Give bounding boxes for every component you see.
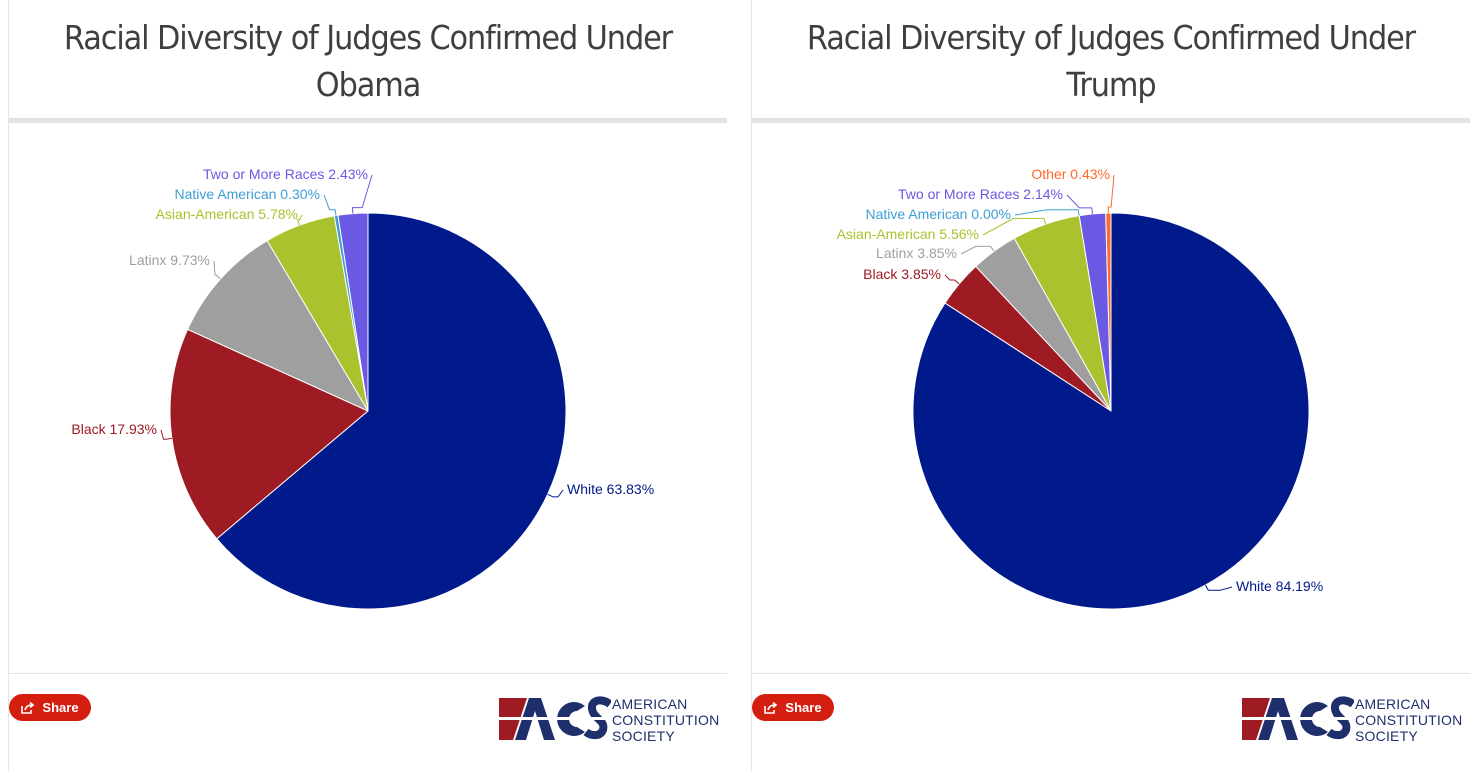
pie-chart-trump: Other 0.43% Two or More Races 2.14% Native… [837, 166, 1324, 610]
leader-line-two-or-more-races [1066, 194, 1093, 214]
share-button[interactable]: Share [9, 694, 91, 721]
pie-labels: Other 0.43% Two or More Races 2.14% Native… [837, 166, 1324, 594]
data-label-native-american: Native American 0.30% [174, 186, 320, 202]
chart-title: Racial Diversity of Judges Confirmed Und… [806, 18, 1416, 104]
pie-chart-obama: Two or More Races 2.43% Native American 0… [71, 166, 654, 610]
leader-line-white [1204, 584, 1233, 591]
acs-logo-mark [1242, 696, 1356, 740]
leader-line-white [547, 489, 564, 498]
title-divider [752, 118, 1470, 123]
logo-line-3: SOCIETY [1355, 728, 1418, 744]
logo-wordmark: AMERICAN CONSTITUTION SOCIETY [1355, 696, 1462, 744]
data-label-white: White 84.19% [1236, 578, 1323, 594]
data-label-black: Black 3.85% [863, 266, 941, 282]
title-divider [9, 118, 727, 123]
data-label-white: White 63.83% [567, 481, 654, 497]
logo-line-3: SOCIETY [612, 728, 675, 744]
chart-panel-trump: Racial Diversity of Judges Confirmed Und… [751, 0, 1470, 772]
leader-line-asian-american [982, 217, 1047, 236]
data-label-two-or-more-races: Two or More Races 2.43% [203, 166, 368, 182]
data-label-native-american: Native American 0.00% [865, 206, 1011, 222]
leader-line-two-or-more-races [351, 174, 373, 214]
footer-divider [752, 673, 1470, 674]
data-label-asian-american: Asian-American 5.78% [156, 206, 298, 222]
acs-logo[interactable]: AMERICAN CONSTITUTION SOCIETY [1242, 694, 1472, 746]
pie-slices [912, 212, 1310, 610]
data-label-two-or-more-races: Two or More Races 2.14% [898, 186, 1063, 202]
pie-slices [169, 212, 567, 610]
data-label-asian-american: Asian-American 5.56% [837, 226, 979, 242]
logo-line-2: CONSTITUTION [1355, 712, 1463, 728]
logo-wordmark: AMERICAN CONSTITUTION SOCIETY [612, 696, 719, 744]
leader-line-native-american [1014, 209, 1080, 216]
chart-panel-obama: Racial Diversity of Judges Confirmed Und… [8, 0, 727, 772]
data-label-other: Other 0.43% [1031, 166, 1110, 182]
share-button[interactable]: Share [752, 694, 834, 721]
leader-line-black [160, 429, 172, 440]
acs-logo-mark [499, 696, 613, 740]
share-icon [21, 701, 35, 714]
share-label: Share [785, 700, 822, 715]
logo-line-1: AMERICAN [612, 696, 688, 712]
data-label-latinx: Latinx 3.85% [876, 245, 957, 261]
logo-line-1: AMERICAN [1355, 696, 1431, 712]
pie-labels: Two or More Races 2.43% Native American 0… [71, 166, 654, 498]
leader-line-asian-american [296, 214, 303, 226]
share-icon [764, 701, 778, 714]
slice-latinx[interactable] [186, 239, 370, 413]
leader-line-latinx [213, 260, 221, 280]
footer-divider [9, 673, 727, 674]
leader-line-other [1107, 174, 1115, 214]
logo-line-2: CONSTITUTION [612, 712, 720, 728]
share-label: Share [42, 700, 79, 715]
leader-line-latinx [960, 245, 995, 255]
leader-line-black [944, 274, 960, 285]
data-label-black: Black 17.93% [71, 421, 157, 437]
leader-line-native-american [323, 194, 337, 216]
data-label-latinx: Latinx 9.73% [129, 252, 210, 268]
chart-title: Racial Diversity of Judges Confirmed Und… [63, 18, 673, 104]
acs-logo[interactable]: AMERICAN CONSTITUTION SOCIETY [499, 694, 729, 746]
